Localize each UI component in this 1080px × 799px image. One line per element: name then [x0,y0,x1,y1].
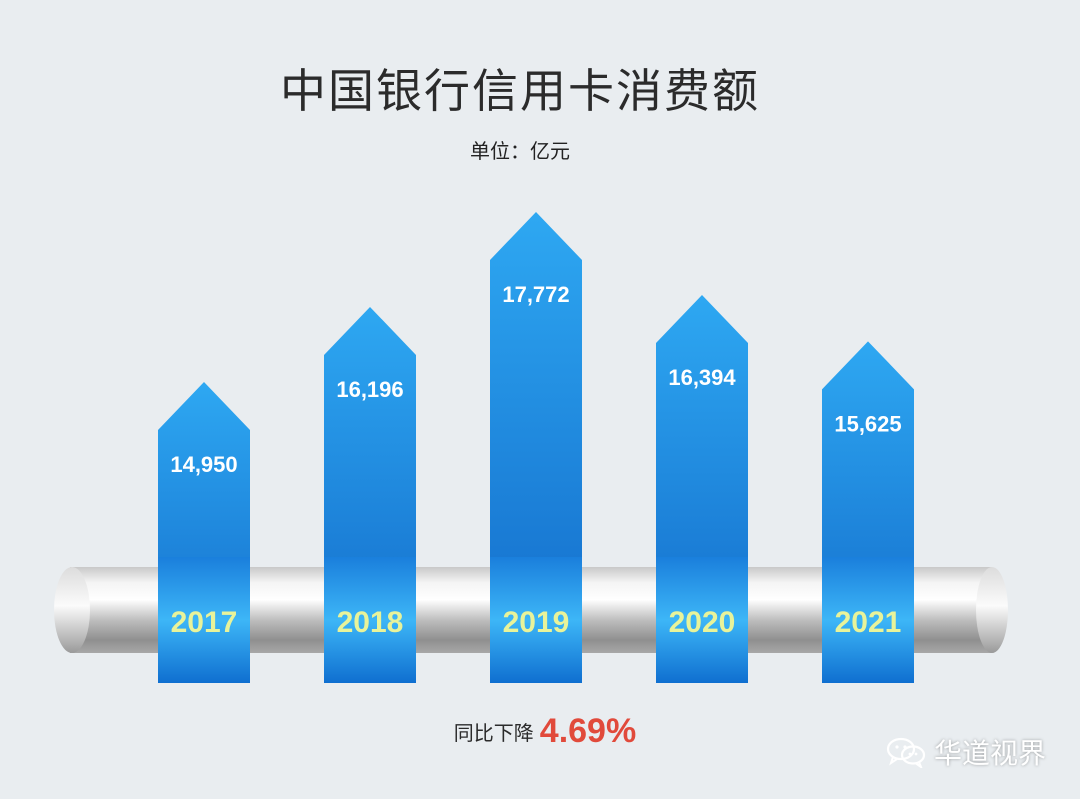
value-label: 14,950 [170,452,237,477]
value-label: 17,772 [502,282,569,307]
watermark-text: 华道视界 [933,737,1046,770]
category-label: 2018 [337,606,404,639]
yoy-prefix: 同比下降 [453,721,534,745]
category-label: 2019 [503,606,570,639]
chart-title: 中国银行信用卡消费额 [280,64,760,118]
bar-band-2021 [822,557,914,683]
pipe-right-cap [976,567,1008,653]
value-label: 16,394 [668,365,736,390]
bar-band-2018 [324,557,416,683]
category-label: 2017 [171,606,238,639]
yoy-percent: 4.69% [539,712,637,750]
value-label: 15,625 [834,411,901,436]
unit-label: 单位：亿元 [470,139,570,163]
yoy-note: 同比下降 4.69% [0,712,1080,751]
bar-band-2019 [490,557,582,683]
value-label: 16,196 [336,377,403,402]
bar-band-2017 [158,557,250,683]
category-label: 2021 [835,606,902,639]
category-label: 2020 [669,606,736,639]
wechat-icon [886,737,926,768]
watermark: 华道视界 [886,732,1046,772]
bar-band-2020 [656,557,748,683]
pipe-left-cap [54,567,90,653]
